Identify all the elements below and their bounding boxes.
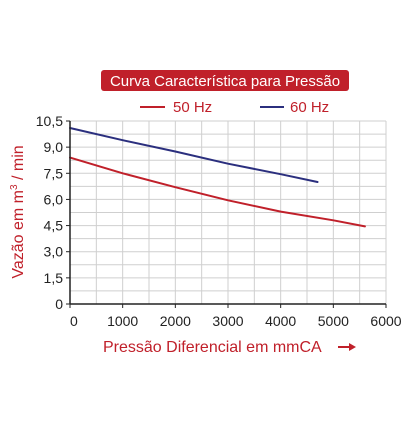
x-tick-label: 3000 <box>212 313 243 329</box>
x-tick-label: 4000 <box>265 313 296 329</box>
y-tick-label: 6,0 <box>44 191 64 207</box>
y-axis-title-superscript: 3 <box>9 184 20 190</box>
y-tick-label: 7,5 <box>44 165 64 181</box>
y-tick-label: 9,0 <box>44 139 64 155</box>
y-tick-label: 4,5 <box>44 218 64 234</box>
arrow-right-icon <box>338 343 356 351</box>
y-tick-labels: 0 1,5 3,0 4,5 6,0 7,5 9,0 10,5 <box>36 113 63 312</box>
chart-title: Curva Característica para Pressão <box>110 73 340 90</box>
legend: 50 Hz 60 Hz <box>140 99 329 116</box>
y-tick-label: 0 <box>55 296 63 312</box>
legend-label-50hz: 50 Hz <box>173 99 212 116</box>
y-tick-label: 3,0 <box>44 244 64 260</box>
series-layer <box>69 127 366 228</box>
x-tick-label: 5000 <box>318 313 349 329</box>
x-tick-label: 2000 <box>160 313 191 329</box>
chart-title-banner <box>101 70 349 91</box>
x-axis-title: Pressão Diferencial em mmCA <box>103 339 322 356</box>
axes <box>66 120 387 308</box>
y-tick-label: 10,5 <box>36 113 63 129</box>
series-line-60hz <box>69 127 319 183</box>
y-tick-label: 1,5 <box>44 270 64 286</box>
x-tick-label: 6000 <box>370 313 401 329</box>
x-tick-label: 0 <box>70 313 78 329</box>
legend-label-60hz: 60 Hz <box>290 99 329 116</box>
series-line-50hz <box>69 156 366 228</box>
x-tick-labels: 0 1000 2000 3000 4000 5000 6000 <box>70 313 402 329</box>
grid <box>70 120 387 304</box>
x-tick-label: 1000 <box>107 313 138 329</box>
y-axis-title: Vazão em m3 / min <box>9 145 27 278</box>
